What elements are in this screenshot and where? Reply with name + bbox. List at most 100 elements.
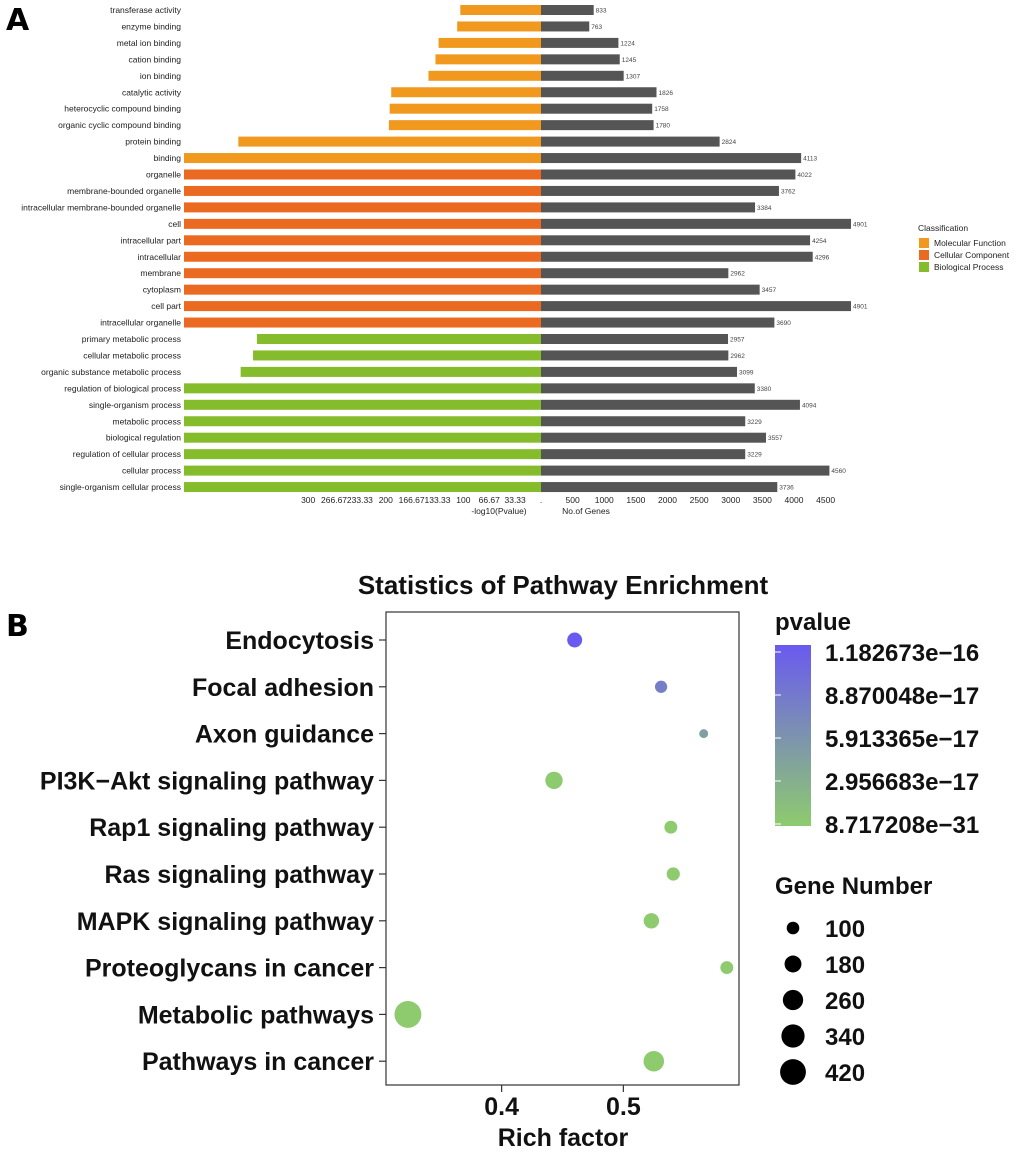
gene-count-bar-organic-cyclic-compound-binding — [541, 120, 654, 131]
gene-count-bar-transferase-activity — [541, 5, 594, 15]
category-label-cell-part: cell part — [151, 301, 181, 311]
legend-swatch-molecular-function — [919, 238, 929, 248]
pvalue-bar-intracellular — [184, 251, 541, 262]
x-tick-label-1: 0.5 — [606, 1093, 641, 1121]
pvalue-legend-title: pvalue — [775, 609, 851, 636]
category-label-heterocyclic-compound-binding: heterocyclic compound binding — [64, 104, 181, 114]
legend-swatch-cellular-component — [919, 250, 929, 260]
gene-count-bar-single-organism-process — [541, 399, 800, 410]
size-legend-label-260: 260 — [825, 988, 865, 1015]
pvalue-bar-intracellular-organelle — [184, 317, 541, 328]
gene-count-bar-cytoplasm — [541, 284, 760, 295]
pvalue-bar-heterocyclic-compound-binding — [389, 103, 541, 114]
plot-panel-frame — [385, 611, 740, 1086]
panel-b-legends: pvalue Gene Number 1.182673e−16 8.870048e… — [775, 609, 979, 1087]
gene-number-legend-title: Gene Number — [775, 873, 932, 900]
size-legend-label-180: 180 — [825, 952, 865, 979]
gene-count-bar-metal-ion-binding — [541, 37, 619, 48]
panel-a-letter: A — [6, 3, 30, 38]
left-axis-tick-9: . — [540, 495, 542, 505]
pvalue-bar-protein-binding — [238, 136, 541, 147]
right-axis-tick-2: 1500 — [626, 495, 645, 505]
pathway-label-mapk-signaling-pathway: MAPK signaling pathway — [77, 908, 374, 936]
gene-count-label-heterocyclic-compound-binding: 1758 — [654, 106, 669, 113]
gene-count-bar-organelle — [541, 169, 796, 180]
right-axis-title: No.of Genes — [562, 506, 610, 516]
pvalue-bar-membrane-bounded-organelle — [184, 185, 541, 196]
gene-count-bar-regulation-of-biological-process — [541, 383, 755, 394]
panel-b-letter: B — [6, 609, 29, 644]
gene-count-label-membrane: 2962 — [730, 271, 745, 278]
left-axis-tick-5: 133.33 — [425, 495, 451, 505]
category-label-single-organism-process: single-organism process — [89, 400, 181, 410]
pathway-point-ras-signaling-pathway — [666, 867, 680, 881]
category-label-single-organism-cellular-process: single-organism cellular process — [60, 482, 181, 492]
pathway-label-focal-adhesion: Focal adhesion — [192, 674, 374, 702]
category-label-catalytic-activity: catalytic activity — [122, 87, 182, 97]
left-axis-tick-8: 33.33 — [504, 495, 526, 505]
category-label-primary-metabolic-process: primary metabolic process — [82, 334, 181, 344]
category-label-binding: binding — [154, 153, 182, 163]
size-legend-label-100: 100 — [825, 916, 865, 943]
category-label-transferase-activity: transferase activity — [110, 5, 182, 15]
category-label-cellular-process: cellular process — [122, 466, 181, 476]
x-axis-title: Rich factor — [498, 1124, 629, 1152]
pvalue-bar-intracellular-part — [184, 235, 541, 246]
category-label-intracellular: intracellular — [138, 252, 182, 262]
pvalue-bar-single-organism-process — [184, 399, 541, 410]
pvalue-bar-ion-binding — [428, 70, 541, 81]
classification-legend-title: Classification — [918, 223, 968, 233]
gene-count-label-transferase-activity: 833 — [596, 8, 607, 15]
chart-title: Statistics of Pathway Enrichment — [358, 570, 769, 600]
left-axis-tick-1: 266.67 — [321, 495, 347, 505]
category-label-intracellular-organelle: intracellular organelle — [100, 318, 181, 328]
pathway-label-pathways-in-cancer: Pathways in cancer — [142, 1048, 374, 1076]
pvalue-bar-metabolic-process — [184, 416, 541, 427]
gene-count-label-regulation-of-biological-process: 3380 — [757, 386, 772, 393]
category-label-organelle: organelle — [146, 170, 181, 180]
gene-count-bar-single-organism-cellular-process — [541, 482, 778, 493]
category-label-cellular-metabolic-process: cellular metabolic process — [83, 350, 181, 360]
pvalue-bar-biological-regulation — [184, 432, 541, 443]
pvalue-bar-catalytic-activity — [391, 87, 541, 98]
legend-label-cellular-component: Cellular Component — [934, 250, 1010, 260]
category-label-enzyme-binding: enzyme binding — [121, 21, 181, 31]
gene-count-label-protein-binding: 2824 — [722, 139, 737, 146]
pvalue-bar-organelle — [184, 169, 541, 180]
category-label-cytoplasm: cytoplasm — [143, 285, 181, 295]
gene-count-bar-membrane — [541, 268, 729, 279]
gene-count-label-primary-metabolic-process: 2957 — [730, 337, 745, 344]
gene-count-label-intracellular-organelle: 3690 — [776, 320, 791, 327]
pvalue-bar-organic-substance-metabolic-process — [240, 366, 541, 377]
pathway-point-pathways-in-cancer — [643, 1050, 665, 1072]
gene-count-bar-cation-binding — [541, 54, 620, 65]
category-label-ion-binding: ion binding — [140, 71, 181, 81]
gene-count-bar-cell — [541, 218, 851, 229]
pathway-point-mapk-signaling-pathway — [643, 913, 660, 929]
gene-count-bar-binding — [541, 153, 802, 164]
size-legend-label-340: 340 — [825, 1024, 865, 1051]
right-axis-tick-3: 2000 — [658, 495, 677, 505]
right-axis-tick-8: 4500 — [816, 495, 835, 505]
pvalue-bar-cell — [184, 218, 541, 229]
pvalue-legend-label-1: 8.870048e−17 — [825, 683, 979, 710]
pvalue-bar-metal-ion-binding — [438, 37, 541, 48]
pathway-label-proteoglycans-in-cancer: Proteoglycans in cancer — [85, 955, 374, 983]
pvalue-bar-cell-part — [184, 301, 541, 312]
gene-count-label-single-organism-cellular-process: 3736 — [779, 485, 794, 492]
gene-count-label-intracellular: 4296 — [815, 254, 830, 261]
right-axis-tick-5: 3000 — [721, 495, 740, 505]
pvalue-bar-cellular-process — [184, 465, 541, 476]
left-axis-tick-6: 100 — [456, 495, 470, 505]
gene-count-bar-cellular-metabolic-process — [541, 350, 729, 361]
size-legend-dot-420 — [780, 1059, 806, 1085]
panel-a-go-bar-chart: A transferase activity 833 enzyme binding 7… — [6, 3, 1010, 516]
gene-count-bar-intracellular-membrane-bounded-organelle — [541, 202, 756, 213]
category-label-membrane: membrane — [140, 268, 181, 278]
pvalue-bar-cation-binding — [435, 54, 541, 65]
panel-a-axes: -log10(Pvalue) No.of Genes 300 266.67 233.… — [301, 495, 835, 516]
gene-count-label-ion-binding: 1307 — [626, 73, 641, 80]
size-legend-dot-340 — [781, 1024, 805, 1048]
gene-count-bar-cellular-process — [541, 465, 830, 476]
pathway-point-metabolic-pathways — [394, 1000, 422, 1028]
